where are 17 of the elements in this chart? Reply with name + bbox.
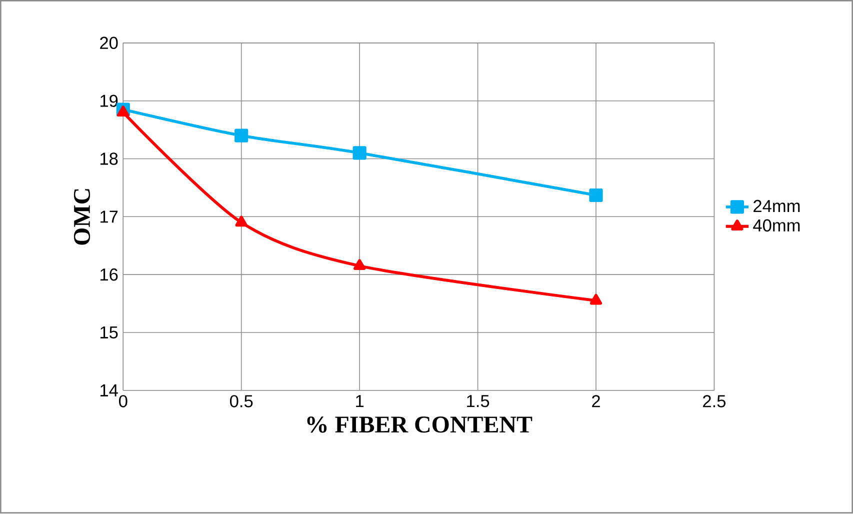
y-tick-label: 17 xyxy=(100,210,118,223)
x-tick-label: 1 xyxy=(356,395,364,408)
y-tick-label: 16 xyxy=(100,268,118,281)
x-tick-label: 1.5 xyxy=(467,395,490,408)
x-axis-title: % FIBER CONTENT xyxy=(307,416,532,433)
x-tick-label: 2 xyxy=(592,395,600,408)
x-tick-label: 0.5 xyxy=(230,395,253,408)
x-tick-label: 2.5 xyxy=(703,395,726,408)
legend-label: 24mm xyxy=(754,200,800,212)
y-tick-label: 20 xyxy=(100,37,118,50)
y-tick-label: 19 xyxy=(100,94,118,108)
y-tick-label: 14 xyxy=(100,384,118,397)
legend-label: 40mm xyxy=(753,220,800,232)
y-axis-title: OMC xyxy=(74,189,90,245)
y-tick-label: 18 xyxy=(100,152,118,166)
x-tick-label: 0 xyxy=(119,395,128,408)
y-tick-label: 15 xyxy=(100,326,118,339)
